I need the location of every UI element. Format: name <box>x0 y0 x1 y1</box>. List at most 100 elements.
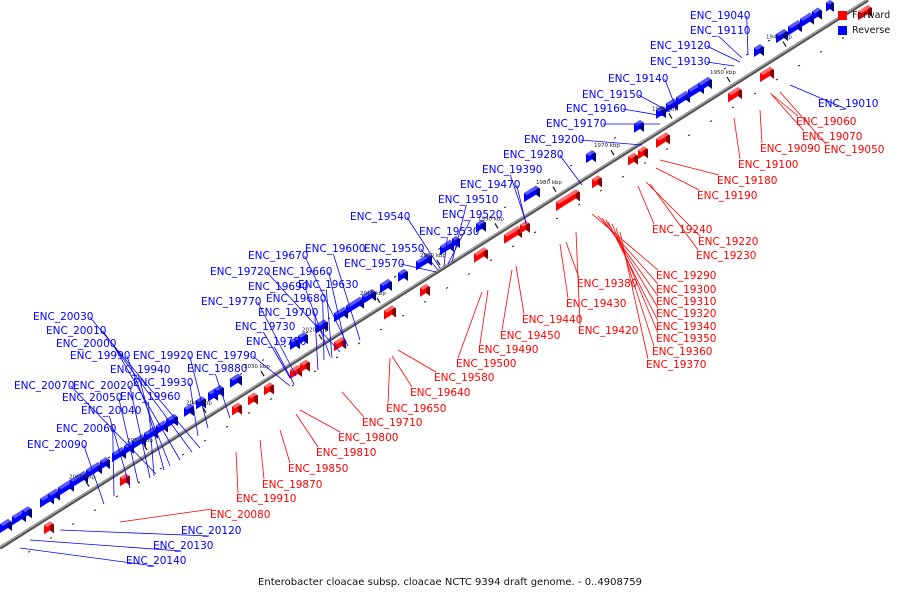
leader-line <box>29 539 182 552</box>
scale-tick-label: 2050 kbp <box>127 438 153 444</box>
forward-gene-label[interactable]: ENC_19640 <box>410 387 470 399</box>
forward-gene-label[interactable]: ENC_20080 <box>210 509 270 521</box>
reverse-gene-label[interactable]: ENC_19520 <box>442 209 502 221</box>
forward-gene-label[interactable]: ENC_19070 <box>802 131 862 143</box>
forward-gene-label[interactable]: ENC_19360 <box>652 346 712 358</box>
reverse-gene <box>334 306 348 323</box>
reverse-gene-label[interactable]: ENC_20010 <box>46 325 106 337</box>
forward-gene-label[interactable]: ENC_19050 <box>824 144 884 156</box>
reverse-gene-label[interactable]: ENC_19550 <box>364 243 424 255</box>
forward-gene-label[interactable]: ENC_19240 <box>652 224 712 236</box>
reverse-gene-label[interactable]: ENC_20090 <box>27 439 87 451</box>
forward-track-dot <box>445 286 449 289</box>
reverse-gene-label[interactable]: ENC_20020 <box>73 380 133 392</box>
reverse-gene-label[interactable]: ENC_19390 <box>482 164 542 176</box>
scale-tick-mark <box>552 186 557 193</box>
forward-gene-label[interactable]: ENC_19490 <box>478 344 538 356</box>
forward-gene-label[interactable]: ENC_19310 <box>656 296 716 308</box>
reverse-gene-label[interactable]: ENC_20120 <box>181 525 241 537</box>
forward-gene-label[interactable]: ENC_19800 <box>338 432 398 444</box>
reverse-gene-label[interactable]: ENC_19690 <box>248 281 308 293</box>
forward-gene-label[interactable]: ENC_19440 <box>522 314 582 326</box>
reverse-gene-label[interactable]: ENC_19200 <box>524 134 584 146</box>
reverse-gene-label[interactable]: ENC_19680 <box>266 293 326 305</box>
forward-gene-label[interactable]: ENC_19320 <box>656 308 716 320</box>
forward-track-dot <box>621 175 625 178</box>
reverse-gene-label[interactable]: ENC_19110 <box>690 25 750 37</box>
forward-track-dot <box>93 509 97 512</box>
forward-gene-label[interactable]: ENC_19190 <box>697 190 757 202</box>
reverse-gene-label[interactable]: ENC_19730 <box>235 321 295 333</box>
forward-gene-label[interactable]: ENC_19580 <box>434 372 494 384</box>
reverse-gene-label[interactable]: ENC_19990 <box>70 350 130 362</box>
reverse-gene-label[interactable]: ENC_20050 <box>62 392 122 404</box>
reverse-gene-label[interactable]: ENC_19880 <box>187 363 247 375</box>
reverse-gene-label[interactable]: ENC_19630 <box>298 279 358 291</box>
forward-gene-label[interactable]: ENC_19290 <box>656 270 716 282</box>
forward-track-dot <box>247 411 251 414</box>
reverse-gene-label[interactable]: ENC_19920 <box>133 350 193 362</box>
reverse-gene-label[interactable]: ENC_20130 <box>153 540 213 552</box>
reverse-gene-label[interactable]: ENC_19780 <box>246 336 306 348</box>
forward-gene-label[interactable]: ENC_19810 <box>316 447 376 459</box>
forward-gene-label[interactable]: ENC_19500 <box>456 358 516 370</box>
reverse-gene-label[interactable]: ENC_19940 <box>110 364 170 376</box>
reverse-gene-label[interactable]: ENC_19120 <box>650 40 710 52</box>
reverse-gene-label[interactable]: ENC_20030 <box>33 311 93 323</box>
reverse-gene-label[interactable]: ENC_19010 <box>818 98 878 110</box>
reverse-gene-label[interactable]: ENC_19670 <box>248 250 308 262</box>
forward-gene-label[interactable]: ENC_19220 <box>698 236 758 248</box>
reverse-gene-label[interactable]: ENC_19150 <box>582 89 642 101</box>
reverse-gene-label[interactable]: ENC_19530 <box>419 226 479 238</box>
reverse-gene-label[interactable]: ENC_19960 <box>120 391 180 403</box>
reverse-track-dot <box>107 456 111 459</box>
forward-gene-label[interactable]: ENC_19060 <box>796 116 856 128</box>
forward-gene-label[interactable]: ENC_19450 <box>500 330 560 342</box>
forward-gene-label[interactable]: ENC_19710 <box>362 417 422 429</box>
leader-line <box>591 213 659 271</box>
reverse-gene-label[interactable]: ENC_19540 <box>350 211 410 223</box>
reverse-gene-label[interactable]: ENC_20040 <box>81 405 141 417</box>
forward-gene-label[interactable]: ENC_19090 <box>760 143 820 155</box>
forward-gene-label[interactable]: ENC_19870 <box>262 479 322 491</box>
gene-labels: ENC_19040 ENC_19110 ENC_19120 ENC_19130 ENC_… <box>14 10 884 567</box>
reverse-gene-label[interactable]: ENC_20140 <box>126 555 186 567</box>
forward-gene-label[interactable]: ENC_19650 <box>386 403 446 415</box>
leader-line <box>601 217 659 297</box>
reverse-gene-label[interactable]: ENC_19140 <box>608 73 668 85</box>
reverse-gene-label[interactable]: ENC_19040 <box>690 10 750 22</box>
reverse-gene-label[interactable]: ENC_19720 <box>210 266 270 278</box>
reverse-gene-label[interactable]: ENC_19930 <box>133 377 193 389</box>
reverse-gene-label[interactable]: ENC_19130 <box>650 56 710 68</box>
reverse-gene-label[interactable]: ENC_19570 <box>344 258 404 270</box>
reverse-gene-label[interactable]: ENC_19770 <box>201 296 261 308</box>
reverse-gene-label[interactable]: ENC_19600 <box>305 243 365 255</box>
reverse-gene-label[interactable]: ENC_20070 <box>14 380 74 392</box>
forward-gene-label[interactable]: ENC_19230 <box>696 250 756 262</box>
reverse-gene-label[interactable]: ENC_20000 <box>56 338 116 350</box>
forward-gene-label[interactable]: ENC_19430 <box>566 298 626 310</box>
reverse-gene-label[interactable]: ENC_19160 <box>566 103 626 115</box>
reverse-gene-label[interactable]: ENC_19280 <box>503 149 563 161</box>
forward-gene-label[interactable]: ENC_19100 <box>738 159 798 171</box>
reverse-gene-label[interactable]: ENC_19700 <box>258 307 318 319</box>
forward-track-dot <box>709 120 713 123</box>
forward-gene-label[interactable]: ENC_19180 <box>717 175 777 187</box>
reverse-gene-label[interactable]: ENC_19470 <box>460 179 520 191</box>
forward-gene-label[interactable]: ENC_19420 <box>578 325 638 337</box>
reverse-gene-label[interactable]: ENC_19510 <box>438 194 498 206</box>
forward-gene-label[interactable]: ENC_19340 <box>656 321 716 333</box>
reverse-gene-label[interactable]: ENC_19790 <box>196 350 256 362</box>
forward-gene-label[interactable]: ENC_19380 <box>577 278 637 290</box>
reverse-gene-label[interactable]: ENC_19170 <box>546 118 606 130</box>
reverse-gene-label[interactable]: ENC_19660 <box>272 266 332 278</box>
reverse-gene-label[interactable]: ENC_20060 <box>56 423 116 435</box>
forward-gene-label[interactable]: ENC_19300 <box>656 284 716 296</box>
forward-gene-label[interactable]: ENC_19350 <box>656 333 716 345</box>
forward-gene-label[interactable]: ENC_19850 <box>288 463 348 475</box>
forward-gene-label[interactable]: ENC_19370 <box>646 359 706 371</box>
forward-track-dot <box>203 439 207 442</box>
leader-line <box>83 444 105 505</box>
forward-gene-label[interactable]: ENC_19910 <box>236 493 296 505</box>
leader-line <box>638 94 671 113</box>
